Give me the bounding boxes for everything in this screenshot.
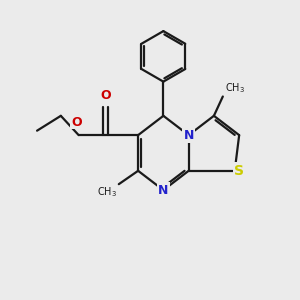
Text: O: O <box>100 89 111 102</box>
Text: S: S <box>234 164 244 178</box>
Text: CH$_3$: CH$_3$ <box>97 186 117 200</box>
Text: N: N <box>158 184 169 196</box>
Text: N: N <box>184 129 194 142</box>
Text: CH$_3$: CH$_3$ <box>225 81 245 95</box>
Text: O: O <box>71 116 82 129</box>
